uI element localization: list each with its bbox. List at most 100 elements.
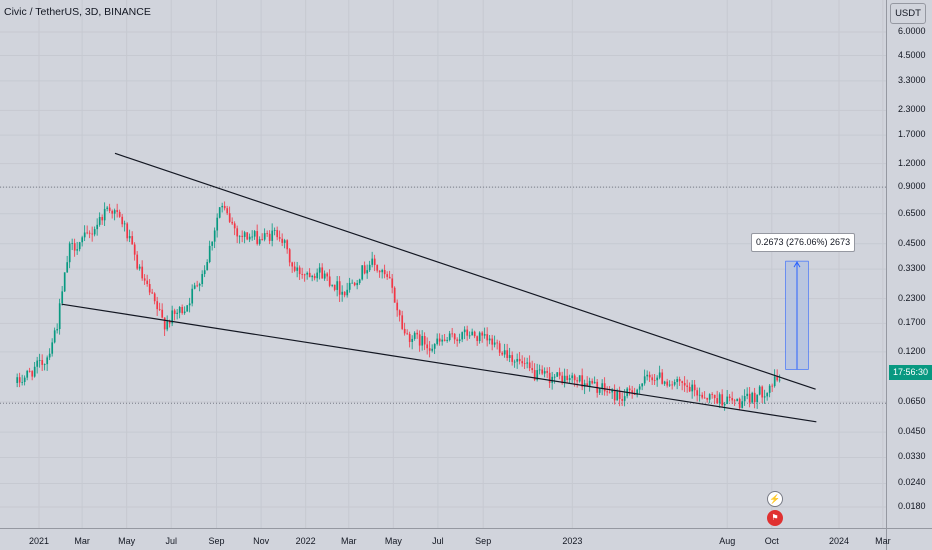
price-axis-label: 0.9000 — [898, 181, 926, 192]
measure-tool[interactable] — [785, 260, 809, 370]
currency-button[interactable]: USDT — [890, 3, 926, 24]
time-axis-label: Sep — [475, 536, 492, 546]
candle-body — [341, 291, 344, 295]
candle-body — [601, 383, 604, 389]
measure-arrow-head — [793, 261, 801, 268]
candle-body — [161, 309, 164, 318]
candle-body — [91, 233, 94, 235]
candle-body — [653, 380, 656, 382]
measure-label: 0.2673 (276.06%) 2673 — [751, 233, 856, 252]
candle-body — [678, 379, 681, 382]
candle-body — [213, 230, 216, 242]
candle-body — [321, 267, 324, 279]
price-axis-label: 0.3300 — [898, 263, 926, 274]
candle-body — [223, 205, 226, 209]
candle-body — [221, 205, 224, 208]
candle-body — [396, 302, 399, 311]
candle-body — [623, 396, 626, 401]
candle-body — [233, 223, 236, 229]
candle-body — [248, 236, 251, 240]
candle-body — [231, 221, 234, 224]
candle-body — [273, 230, 276, 231]
candle-body — [603, 383, 606, 392]
candle-body — [46, 357, 49, 365]
time-axis-label: Jul — [432, 536, 444, 546]
candle-body — [113, 210, 116, 214]
candle-body — [101, 216, 104, 221]
candle-body — [521, 361, 524, 364]
candle-body — [526, 362, 529, 364]
candle-body — [498, 343, 501, 353]
candle-body — [713, 394, 716, 399]
candle-body — [218, 207, 221, 218]
candle-body — [668, 384, 671, 386]
candle-body — [673, 382, 676, 385]
candle-body — [763, 396, 766, 398]
candle-body — [128, 236, 131, 239]
time-axis-label: Mar — [875, 536, 891, 546]
candle-body — [708, 394, 711, 400]
candle-body — [743, 396, 746, 402]
candle-body — [648, 374, 651, 378]
price-axis-label: 0.0330 — [898, 451, 926, 462]
candle-body — [238, 235, 241, 237]
candle-body — [398, 310, 401, 316]
candle-body — [151, 292, 154, 294]
candle-body — [98, 216, 101, 225]
candle-body — [376, 265, 379, 271]
candle-body — [598, 388, 601, 393]
candle-body — [728, 396, 731, 398]
candle-body — [188, 303, 191, 306]
candle-body — [421, 336, 424, 346]
candle-body — [96, 224, 99, 230]
candle-body — [16, 377, 19, 384]
time-axis-label: May — [118, 536, 136, 546]
candle-body — [738, 398, 741, 408]
candle-body — [486, 334, 489, 341]
candle-body — [503, 350, 506, 355]
candle-body — [61, 291, 64, 304]
candle-body — [583, 383, 586, 387]
candle-body — [651, 377, 654, 381]
candle-body — [533, 370, 536, 380]
price-axis-label: 0.0650 — [898, 396, 926, 406]
candle-body — [33, 366, 36, 377]
candle-body — [111, 210, 114, 214]
flag-icon[interactable]: ⚑ — [767, 510, 783, 526]
candle-body — [656, 377, 659, 381]
price-axis-label: 3.3000 — [898, 74, 926, 85]
candle-body — [303, 274, 306, 276]
candle-body — [201, 274, 204, 285]
lightning-icon[interactable]: ⚡ — [767, 491, 783, 507]
candle-body — [463, 329, 466, 333]
candle-body — [148, 284, 151, 293]
candle-body — [476, 336, 479, 342]
candle-body — [81, 237, 84, 243]
candle-body — [241, 235, 244, 237]
candle-body — [71, 243, 74, 244]
candle-body — [423, 336, 426, 345]
candle-body — [258, 239, 261, 244]
candle-body — [688, 386, 691, 392]
candle-body — [328, 276, 331, 286]
candle-body — [518, 358, 521, 362]
time-axis-label: Aug — [719, 536, 736, 546]
chart-title: Civic / TetherUS, 3D, BINANCE — [4, 6, 151, 18]
candle-body — [558, 372, 561, 376]
candle-body — [176, 312, 179, 314]
candle-body — [371, 258, 374, 265]
candle-body — [408, 333, 411, 342]
candle-body — [551, 376, 554, 383]
candle-body — [638, 386, 641, 390]
price-axis-label: 0.6500 — [898, 207, 926, 218]
candle-body — [256, 231, 259, 244]
last-price-tag: 17:56:30 — [889, 365, 932, 380]
trendlines[interactable] — [61, 152, 817, 423]
candle-body — [686, 385, 689, 387]
price-axis-label: 1.7000 — [898, 129, 926, 140]
time-axis-label: Jul — [165, 536, 177, 546]
candle-body — [581, 375, 584, 387]
candle-body — [51, 342, 54, 354]
candle-body — [121, 216, 124, 225]
